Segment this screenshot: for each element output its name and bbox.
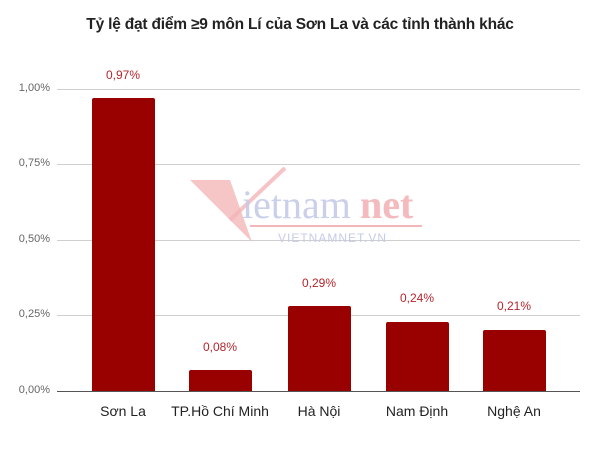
y-tick-label: 0,00%	[18, 384, 50, 396]
bar-ha-noi	[288, 306, 351, 391]
gridline-050	[57, 240, 580, 241]
value-label: 0,21%	[496, 299, 532, 313]
x-category-label: Hà Nội	[297, 403, 341, 419]
gridline-100	[57, 89, 580, 90]
value-label: 0,29%	[301, 276, 337, 290]
bar-nam-dinh	[386, 322, 449, 391]
value-label: 0,24%	[399, 291, 435, 305]
svg-text:ietnam: ietnam	[242, 182, 351, 227]
chart-title: Tỷ lệ đạt điểm ≥9 môn Lí của Sơn La và c…	[86, 16, 514, 33]
vietnamnet-watermark-icon: ietnam net VIETNAMNET.VN	[190, 166, 422, 245]
bar-tp-ho-chi-minh	[189, 370, 252, 391]
y-tick-label: 1,00%	[18, 82, 50, 94]
x-category-label: Nam Định	[385, 403, 449, 419]
value-label: 0,08%	[202, 340, 238, 354]
x-category-label: TP.Hồ Chí Minh	[171, 403, 269, 419]
gridline-075	[57, 164, 580, 165]
bar-son-la	[92, 98, 155, 391]
y-tick-label: 0,25%	[18, 308, 50, 320]
x-category-label: Sơn La	[100, 403, 146, 419]
value-label: 0,97%	[105, 68, 141, 82]
y-tick-label: 0,50%	[18, 233, 50, 245]
bar-nghe-an	[483, 330, 546, 391]
x-category-label: Nghệ An	[487, 403, 541, 419]
svg-text:net: net	[360, 182, 414, 227]
x-axis-baseline	[57, 391, 580, 392]
y-tick-label: 0,75%	[18, 157, 50, 169]
svg-text:VIETNAMNET.VN: VIETNAMNET.VN	[278, 231, 387, 245]
